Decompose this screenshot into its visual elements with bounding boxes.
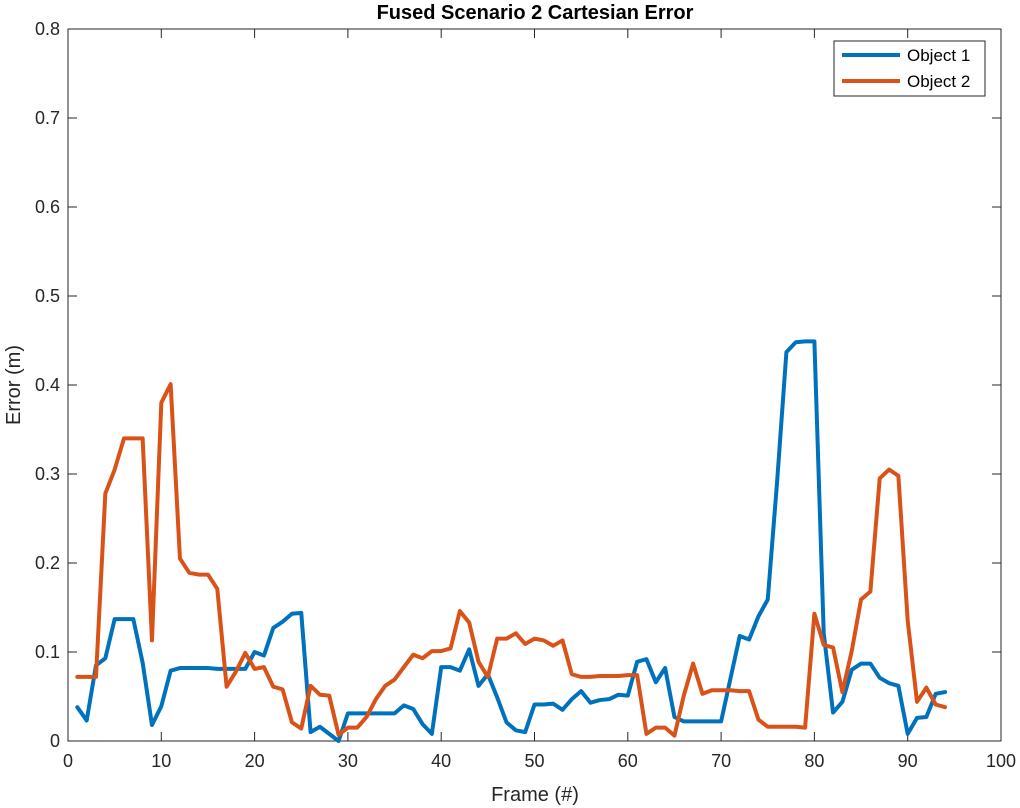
y-tick-label: 0.5: [35, 286, 60, 306]
y-tick-label: 0.2: [35, 553, 60, 573]
x-tick-label: 100: [986, 751, 1016, 771]
x-tick-label: 80: [804, 751, 824, 771]
y-tick-label: 0: [50, 731, 60, 751]
x-tick-label: 90: [898, 751, 918, 771]
y-tick-label: 0.3: [35, 464, 60, 484]
y-axis-label: Error (m): [3, 345, 25, 425]
x-tick-label: 30: [338, 751, 358, 771]
x-tick-label: 70: [711, 751, 731, 771]
legend-label-object-2: Object 2: [907, 72, 970, 91]
x-tick-label: 0: [63, 751, 73, 771]
series-line-object-1: [75, 339, 948, 743]
y-tick-label: 0.8: [35, 19, 60, 39]
series-lines: [75, 339, 948, 743]
x-axis-label: Frame (#): [491, 784, 579, 806]
legend-box: [833, 40, 986, 97]
x-tick-label: 60: [618, 751, 638, 771]
plot-axes: [67, 28, 1002, 742]
y-axis-ticks: 0 0.1 0.2 0.3 0.4 0.5 0.6 0.7 0.8: [35, 19, 1001, 751]
x-tick-label: 40: [431, 751, 451, 771]
plot-area-frame: [67, 28, 1002, 742]
series-line-object-2: [75, 382, 948, 738]
y-tick-label: 0.6: [35, 197, 60, 217]
x-tick-label: 50: [524, 751, 544, 771]
x-axis-ticks: 0 10 20 30 40 50 60 70 80 90 100: [63, 29, 1016, 771]
y-tick-label: 0.7: [35, 108, 60, 128]
y-tick-label: 0.1: [35, 642, 60, 662]
legend: Object 1 Object 2: [833, 40, 986, 97]
y-tick-label: 0.4: [35, 375, 60, 395]
x-tick-label: 10: [151, 751, 171, 771]
chart-title: Fused Scenario 2 Cartesian Error: [377, 2, 694, 24]
legend-label-object-1: Object 1: [907, 46, 970, 65]
x-tick-label: 20: [245, 751, 265, 771]
